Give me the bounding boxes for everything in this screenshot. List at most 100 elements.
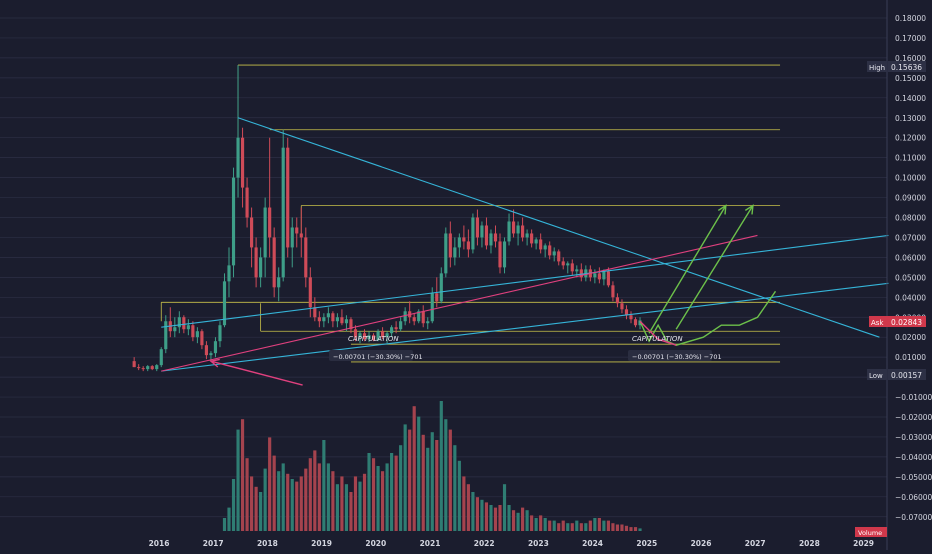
candle-body	[281, 147, 285, 278]
candle-body	[448, 233, 452, 258]
candle-body	[308, 277, 312, 308]
year-tick-label: 2025	[636, 539, 657, 548]
candle-body	[146, 366, 150, 370]
price-tick-label: 0.14000	[895, 94, 926, 103]
price-tick-label: 0.13000	[895, 114, 926, 123]
volume-bar	[561, 520, 565, 531]
price-tick-label: 0.10000	[895, 174, 926, 183]
volume-bar	[236, 429, 240, 531]
capitulation-label-right: CAPITULATION	[632, 335, 683, 343]
volume-bar	[349, 492, 353, 531]
candle-body	[502, 241, 507, 268]
volume-bar	[511, 510, 516, 531]
candle-body	[137, 367, 141, 369]
volume-bar	[615, 524, 620, 531]
low-badge: Low 0.00157	[867, 369, 926, 380]
volume-bar	[439, 401, 443, 531]
volume-bar	[471, 492, 475, 531]
price-axis[interactable]: 0.18000 0.17000 0.16000 0.15000 0.14000 0.130…	[886, 0, 932, 550]
candle-body	[561, 261, 565, 266]
volume-bar	[353, 476, 358, 531]
candle-body	[615, 297, 620, 304]
candle-body	[557, 251, 561, 262]
year-tick-label: 2026	[691, 539, 712, 548]
candle-body	[439, 273, 443, 302]
measure-box-left	[329, 350, 413, 361]
candle-body	[602, 271, 606, 280]
candle-body	[344, 319, 349, 324]
candle-body	[403, 311, 407, 322]
candle-body	[380, 331, 385, 338]
volume-bar	[448, 429, 452, 531]
volume-bar	[484, 502, 489, 531]
candle-body	[552, 251, 556, 256]
volume-bar	[376, 466, 380, 531]
volume-bar	[317, 463, 321, 531]
price-tick-label: −0.01000	[895, 393, 932, 402]
candle-body	[525, 233, 529, 238]
forecast-arrow-head	[717, 204, 727, 215]
volume-bar	[579, 523, 583, 531]
volume-bar	[380, 471, 385, 531]
volume-bar	[575, 520, 579, 531]
volume-bar	[390, 453, 394, 531]
volume-bar	[399, 445, 403, 531]
price-tick-label: 0.05000	[895, 273, 926, 282]
volume-badge: Volume	[855, 527, 887, 537]
volume-bar	[633, 527, 638, 531]
candle-body	[191, 325, 195, 338]
volume-bar	[295, 481, 299, 531]
volume-bar	[299, 476, 303, 531]
volume-bar	[250, 476, 254, 531]
year-tick-label: 2027	[745, 539, 766, 548]
trend-line	[161, 234, 889, 328]
volume-bar	[240, 419, 245, 531]
candle-body	[290, 227, 294, 248]
candle-body	[286, 147, 290, 248]
trend-line	[161, 234, 758, 372]
price-tick-label: −0.04000	[895, 453, 932, 462]
candle-body	[466, 241, 470, 250]
price-tick-label: 0.18000	[895, 14, 926, 23]
volume-bar	[331, 471, 335, 531]
candle-body	[245, 187, 249, 218]
price-tick-label: 0.06000	[895, 253, 926, 262]
candle-body	[534, 239, 538, 244]
volume-bar	[344, 484, 349, 531]
volume-bar	[263, 468, 267, 531]
volume-bar	[453, 445, 457, 531]
candle-body	[326, 313, 330, 318]
year-tick-label: 2021	[420, 539, 441, 548]
candle-body	[435, 293, 439, 302]
candle-body	[394, 327, 398, 330]
candle-body	[421, 311, 425, 324]
candle-body	[263, 207, 267, 258]
candle-body	[385, 333, 389, 338]
measure-label-left: −0.00701 (−30.30%) −701	[333, 353, 423, 361]
candle-body	[362, 333, 367, 340]
candle-body	[493, 233, 498, 242]
volume-bar	[286, 473, 290, 531]
candle-body	[516, 225, 520, 234]
time-axis[interactable]: 2016 2017 2018 2019 2020 2021 2022 2023 2024 2025…	[149, 539, 874, 548]
volume-bar	[521, 507, 525, 531]
candle-body	[376, 331, 380, 341]
candle-body	[543, 245, 547, 250]
price-tick-label: 0.15000	[895, 74, 926, 83]
candle-body	[575, 269, 579, 272]
year-tick-label: 2020	[365, 539, 386, 548]
candle-body	[313, 307, 317, 318]
year-tick-label: 2018	[257, 539, 278, 548]
ask-badge-label: Ask	[871, 319, 884, 327]
candle-body	[173, 327, 177, 332]
volume-bar	[362, 473, 367, 531]
volume-bar	[268, 437, 272, 531]
candle-body	[412, 317, 416, 322]
price-tick-label: 0.16000	[895, 54, 926, 63]
volume-bar	[394, 455, 398, 531]
candle-body	[317, 317, 321, 322]
price-tick-label: −0.03000	[895, 433, 932, 442]
price-tick-label: 0.17000	[895, 34, 926, 43]
